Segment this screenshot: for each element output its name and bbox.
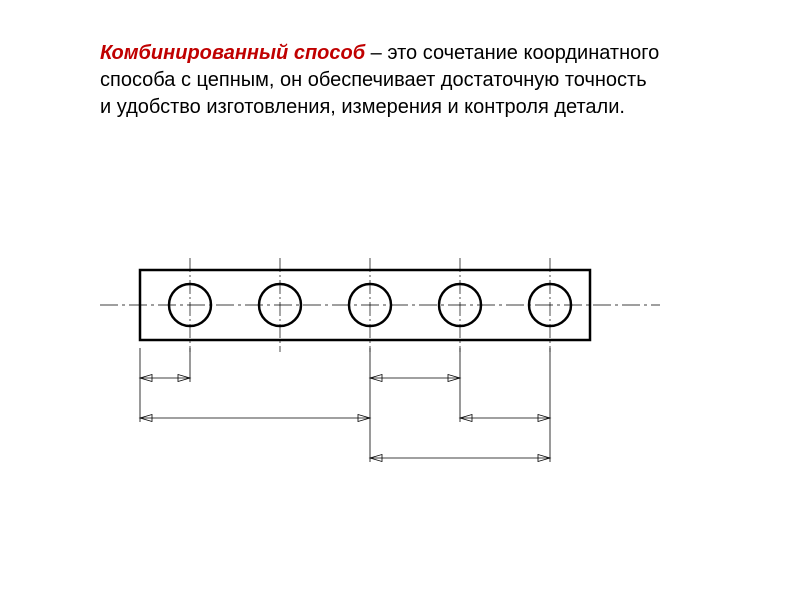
technical-diagram xyxy=(0,0,800,600)
